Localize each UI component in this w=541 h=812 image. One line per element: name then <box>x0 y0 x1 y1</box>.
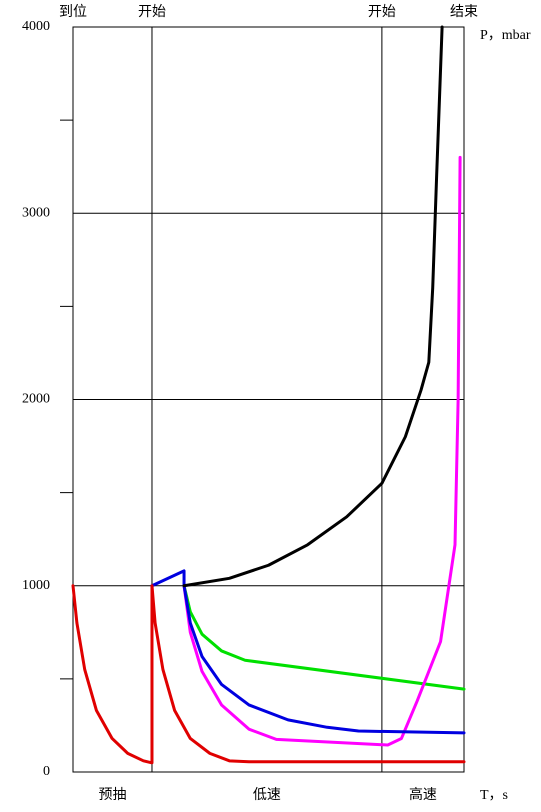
phase-label: 低速 <box>253 787 281 803</box>
marker-label: 结束 <box>450 4 478 20</box>
series-line <box>182 584 466 691</box>
marker-label: 到位 <box>59 4 87 20</box>
phase-label: 预抽 <box>98 787 126 803</box>
series-line <box>182 155 462 747</box>
y-tick-label: 0 <box>43 764 50 779</box>
marker-label: 开始 <box>368 4 396 20</box>
series-line <box>71 584 466 765</box>
marker-label: 开始 <box>138 4 166 20</box>
y-tick-label: 4000 <box>22 19 50 34</box>
series-line <box>150 569 466 735</box>
y-tick-label: 1000 <box>22 578 50 593</box>
series-line <box>182 25 444 588</box>
y-tick-label: 3000 <box>22 205 50 220</box>
x-axis-label: T，s <box>480 788 508 803</box>
y-axis-label: P，mbar <box>480 28 531 43</box>
y-tick-label: 2000 <box>22 392 50 407</box>
phase-label: 高速 <box>409 786 437 803</box>
